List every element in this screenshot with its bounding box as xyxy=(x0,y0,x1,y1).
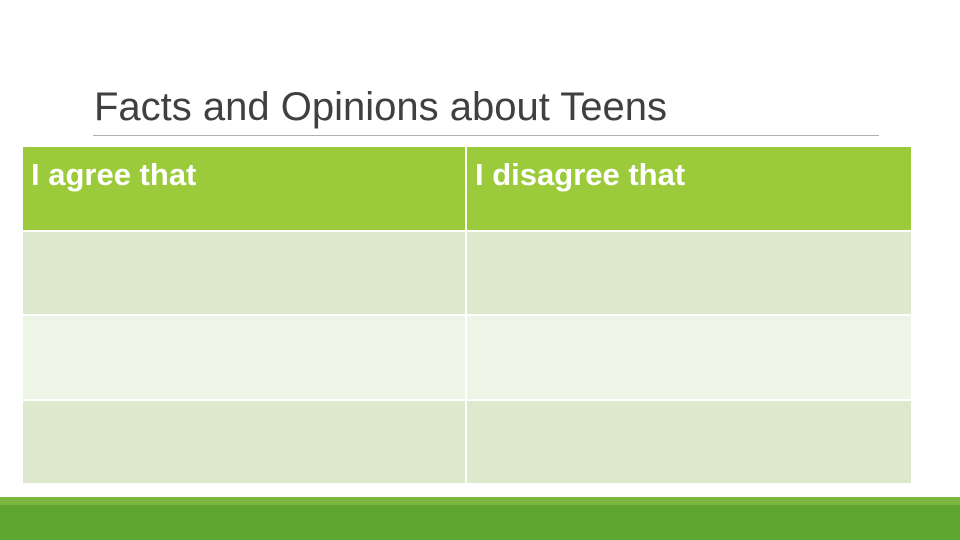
table-row xyxy=(21,398,913,485)
table-row xyxy=(21,229,913,316)
footer-band xyxy=(0,497,960,540)
table-header-row: I agree that I disagree that xyxy=(21,145,913,232)
table-cell-disagree[interactable] xyxy=(465,229,913,316)
table-cell-disagree[interactable] xyxy=(465,398,913,485)
table-row xyxy=(21,314,913,401)
table-header-cell-agree: I agree that xyxy=(21,145,467,232)
table-cell-disagree[interactable] xyxy=(465,314,913,401)
title-underline xyxy=(93,135,879,136)
slide-title: Facts and Opinions about Teens xyxy=(94,85,667,129)
table-cell-agree[interactable] xyxy=(21,314,467,401)
table-header-cell-disagree: I disagree that xyxy=(465,145,913,232)
table-cell-agree[interactable] xyxy=(21,398,467,485)
header-label-agree: I agree that xyxy=(31,157,197,192)
header-label-disagree: I disagree that xyxy=(475,157,686,192)
opinions-table: I agree that I disagree that xyxy=(21,145,913,485)
table-cell-agree[interactable] xyxy=(21,229,467,316)
